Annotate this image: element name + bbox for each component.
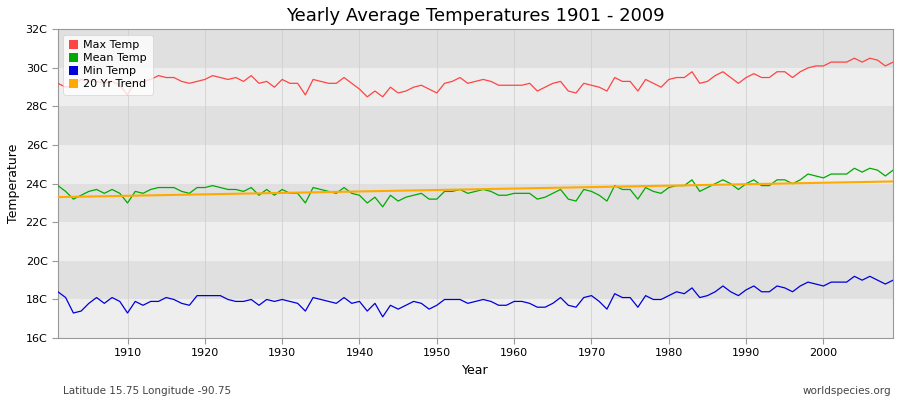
Bar — [58, 300, 893, 338]
Bar — [58, 261, 893, 300]
Bar — [58, 68, 893, 106]
Bar — [58, 106, 893, 145]
Bar — [58, 29, 893, 68]
Title: Yearly Average Temperatures 1901 - 2009: Yearly Average Temperatures 1901 - 2009 — [286, 7, 665, 25]
Legend: Max Temp, Mean Temp, Min Temp, 20 Yr Trend: Max Temp, Mean Temp, Min Temp, 20 Yr Tre… — [64, 35, 153, 95]
Bar — [58, 222, 893, 261]
Bar — [58, 184, 893, 222]
X-axis label: Year: Year — [463, 364, 489, 377]
Text: worldspecies.org: worldspecies.org — [803, 386, 891, 396]
Bar — [58, 145, 893, 184]
Text: Latitude 15.75 Longitude -90.75: Latitude 15.75 Longitude -90.75 — [63, 386, 231, 396]
Y-axis label: Temperature: Temperature — [7, 144, 20, 223]
